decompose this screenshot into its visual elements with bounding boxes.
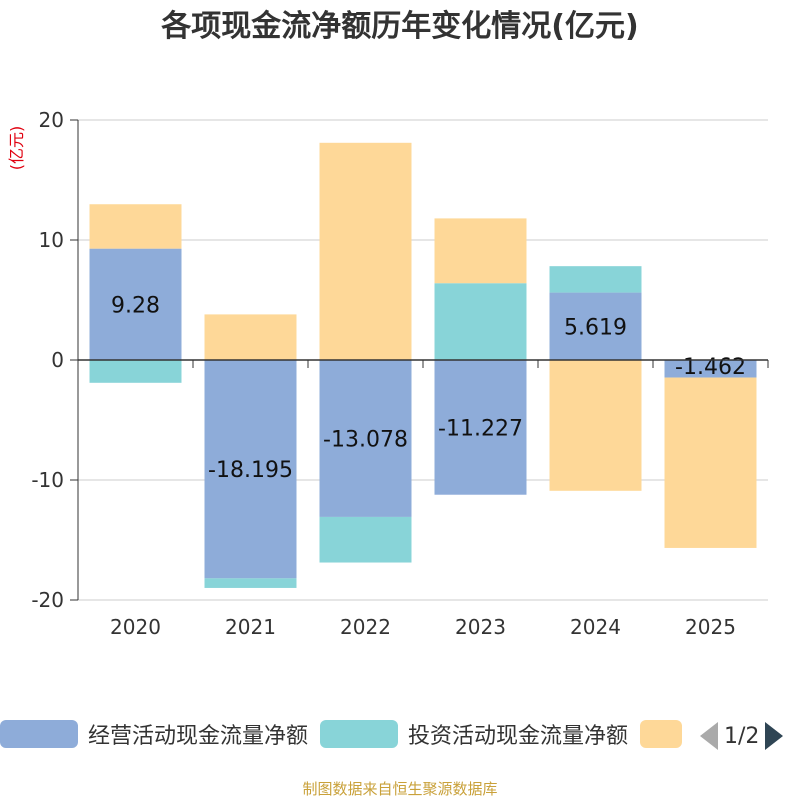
bar-2020-series-0 — [89, 248, 182, 360]
legend-label-investing: 投资活动现金流量净额 — [408, 724, 629, 749]
legend-pager: 1/2 — [700, 722, 784, 750]
bar-2022-series-2 — [319, 142, 412, 360]
x-tick-label: 2022 — [340, 615, 391, 639]
bar-2025-series-2 — [664, 377, 757, 548]
page-indicator: 1/2 — [724, 723, 760, 749]
legend-swatch-financing — [640, 720, 682, 748]
bar-2022-series-1 — [319, 516, 412, 563]
legend: 经营活动现金流量净额 投资活动现金流量净额 1/2 — [0, 716, 800, 756]
bar-2020-series-1 — [89, 360, 182, 383]
bar-2024-series-1 — [549, 266, 642, 293]
x-tick-label: 2020 — [110, 615, 161, 639]
legend-item-financing[interactable] — [640, 720, 682, 748]
bar-2022-series-0 — [319, 360, 412, 517]
y-axis-unit: (亿元) — [7, 126, 26, 171]
data-label-2022: -13.078 — [323, 427, 408, 452]
legend-item-operating[interactable]: 经营活动现金流量净额 — [0, 720, 309, 749]
prev-page-icon[interactable] — [700, 722, 718, 750]
bar-2023-series-0 — [434, 360, 527, 495]
source-note: 制图数据来自恒生聚源数据库 — [302, 780, 498, 798]
bar-2021-series-2 — [204, 314, 297, 360]
next-page-icon[interactable] — [765, 722, 784, 750]
x-tick-label: 2024 — [570, 615, 621, 639]
bar-2023-series-1 — [434, 283, 527, 360]
legend-swatch-operating — [0, 720, 78, 748]
y-tick-label: 20 — [39, 108, 64, 132]
data-label-2020: 9.28 — [111, 293, 160, 318]
bar-2024-series-2 — [549, 360, 642, 491]
chart-title: 各项现金流净额历年变化情况(亿元) — [160, 9, 638, 44]
y-tick-label: -20 — [31, 588, 64, 612]
y-tick-label: 10 — [39, 228, 64, 252]
legend-label-operating: 经营活动现金流量净额 — [88, 724, 309, 749]
data-label-2024: 5.619 — [564, 315, 627, 340]
bar-2023-series-2 — [434, 218, 527, 284]
bar-2021-series-1 — [204, 578, 297, 588]
x-tick-label: 2025 — [685, 615, 736, 639]
bar-2021-series-0 — [204, 360, 297, 579]
x-tick-label: 2023 — [455, 615, 506, 639]
data-label-2021: -18.195 — [208, 458, 293, 483]
legend-item-investing[interactable]: 投资活动现金流量净额 — [320, 720, 629, 749]
data-label-2025: -1.462 — [675, 355, 746, 380]
bar-2025-series-0 — [664, 360, 757, 378]
bar-2020-series-2 — [89, 204, 182, 249]
y-tick-label: 0 — [51, 348, 64, 372]
bar-2024-series-0 — [549, 292, 642, 360]
data-label-2023: -11.227 — [438, 416, 523, 441]
legend-swatch-investing — [320, 720, 398, 748]
y-tick-label: -10 — [31, 468, 64, 492]
x-tick-label: 2021 — [225, 615, 276, 639]
